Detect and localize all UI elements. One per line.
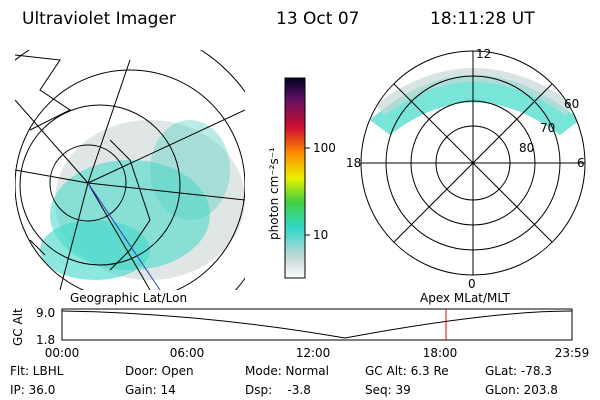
- polar-label: 70: [540, 121, 555, 135]
- axis-label: GC Alt: [11, 308, 25, 346]
- time: 18:11:28 UT: [430, 9, 535, 29]
- status-field: Flt: LBHL: [10, 364, 64, 378]
- status-field: Mode: Normal: [245, 364, 329, 378]
- x-label: 23:59: [555, 346, 590, 360]
- y-label: 1.8: [36, 333, 55, 347]
- polar-label: 80: [519, 141, 534, 155]
- status-field: GLat: -78.3: [485, 364, 552, 378]
- x-label: 00:00: [45, 346, 80, 360]
- status-panel: Flt: LBHL Door: Open Mode: Normal GC Alt: 6…: [10, 364, 558, 397]
- date: 13 Oct 07: [276, 9, 359, 29]
- polar-label: 18: [346, 156, 361, 170]
- title: Ultraviolet Imager: [22, 9, 176, 29]
- altitude-frame: [61, 308, 573, 341]
- polar-label: 60: [564, 97, 579, 111]
- colorbar-tick: 10: [313, 228, 328, 242]
- status-field: Gain: 14: [125, 383, 176, 397]
- polar-grid: [360, 50, 586, 276]
- altitude-curve: [61, 310, 573, 339]
- status-field: IP: 36.0: [10, 383, 55, 397]
- polar-label: 0: [468, 277, 476, 291]
- polar-label: 6: [577, 156, 585, 170]
- x-label: 12:00: [296, 346, 331, 360]
- status-field: Dsp: -3.8: [245, 383, 311, 397]
- polar-label: 12: [476, 47, 491, 61]
- x-label: 18:00: [423, 346, 458, 360]
- x-label: 06:00: [170, 346, 205, 360]
- color-bar: [284, 77, 306, 279]
- right-caption: Apex MLat/MLT: [420, 291, 510, 305]
- status-field: Seq: 39: [365, 383, 411, 397]
- status-field: GC Alt: 6.3 Re: [365, 364, 449, 378]
- geographic-map: [15, 50, 245, 290]
- colorbar-label: photon cm⁻²s⁻¹: [267, 147, 281, 240]
- left-caption: Geographic Lat/Lon: [70, 291, 187, 305]
- polar-map: [370, 68, 580, 135]
- status-field: GLon: 203.8: [485, 383, 558, 397]
- status-field: Door: Open: [125, 364, 194, 378]
- colorbar-tick: 100: [313, 141, 336, 155]
- y-label: 9.0: [36, 306, 55, 320]
